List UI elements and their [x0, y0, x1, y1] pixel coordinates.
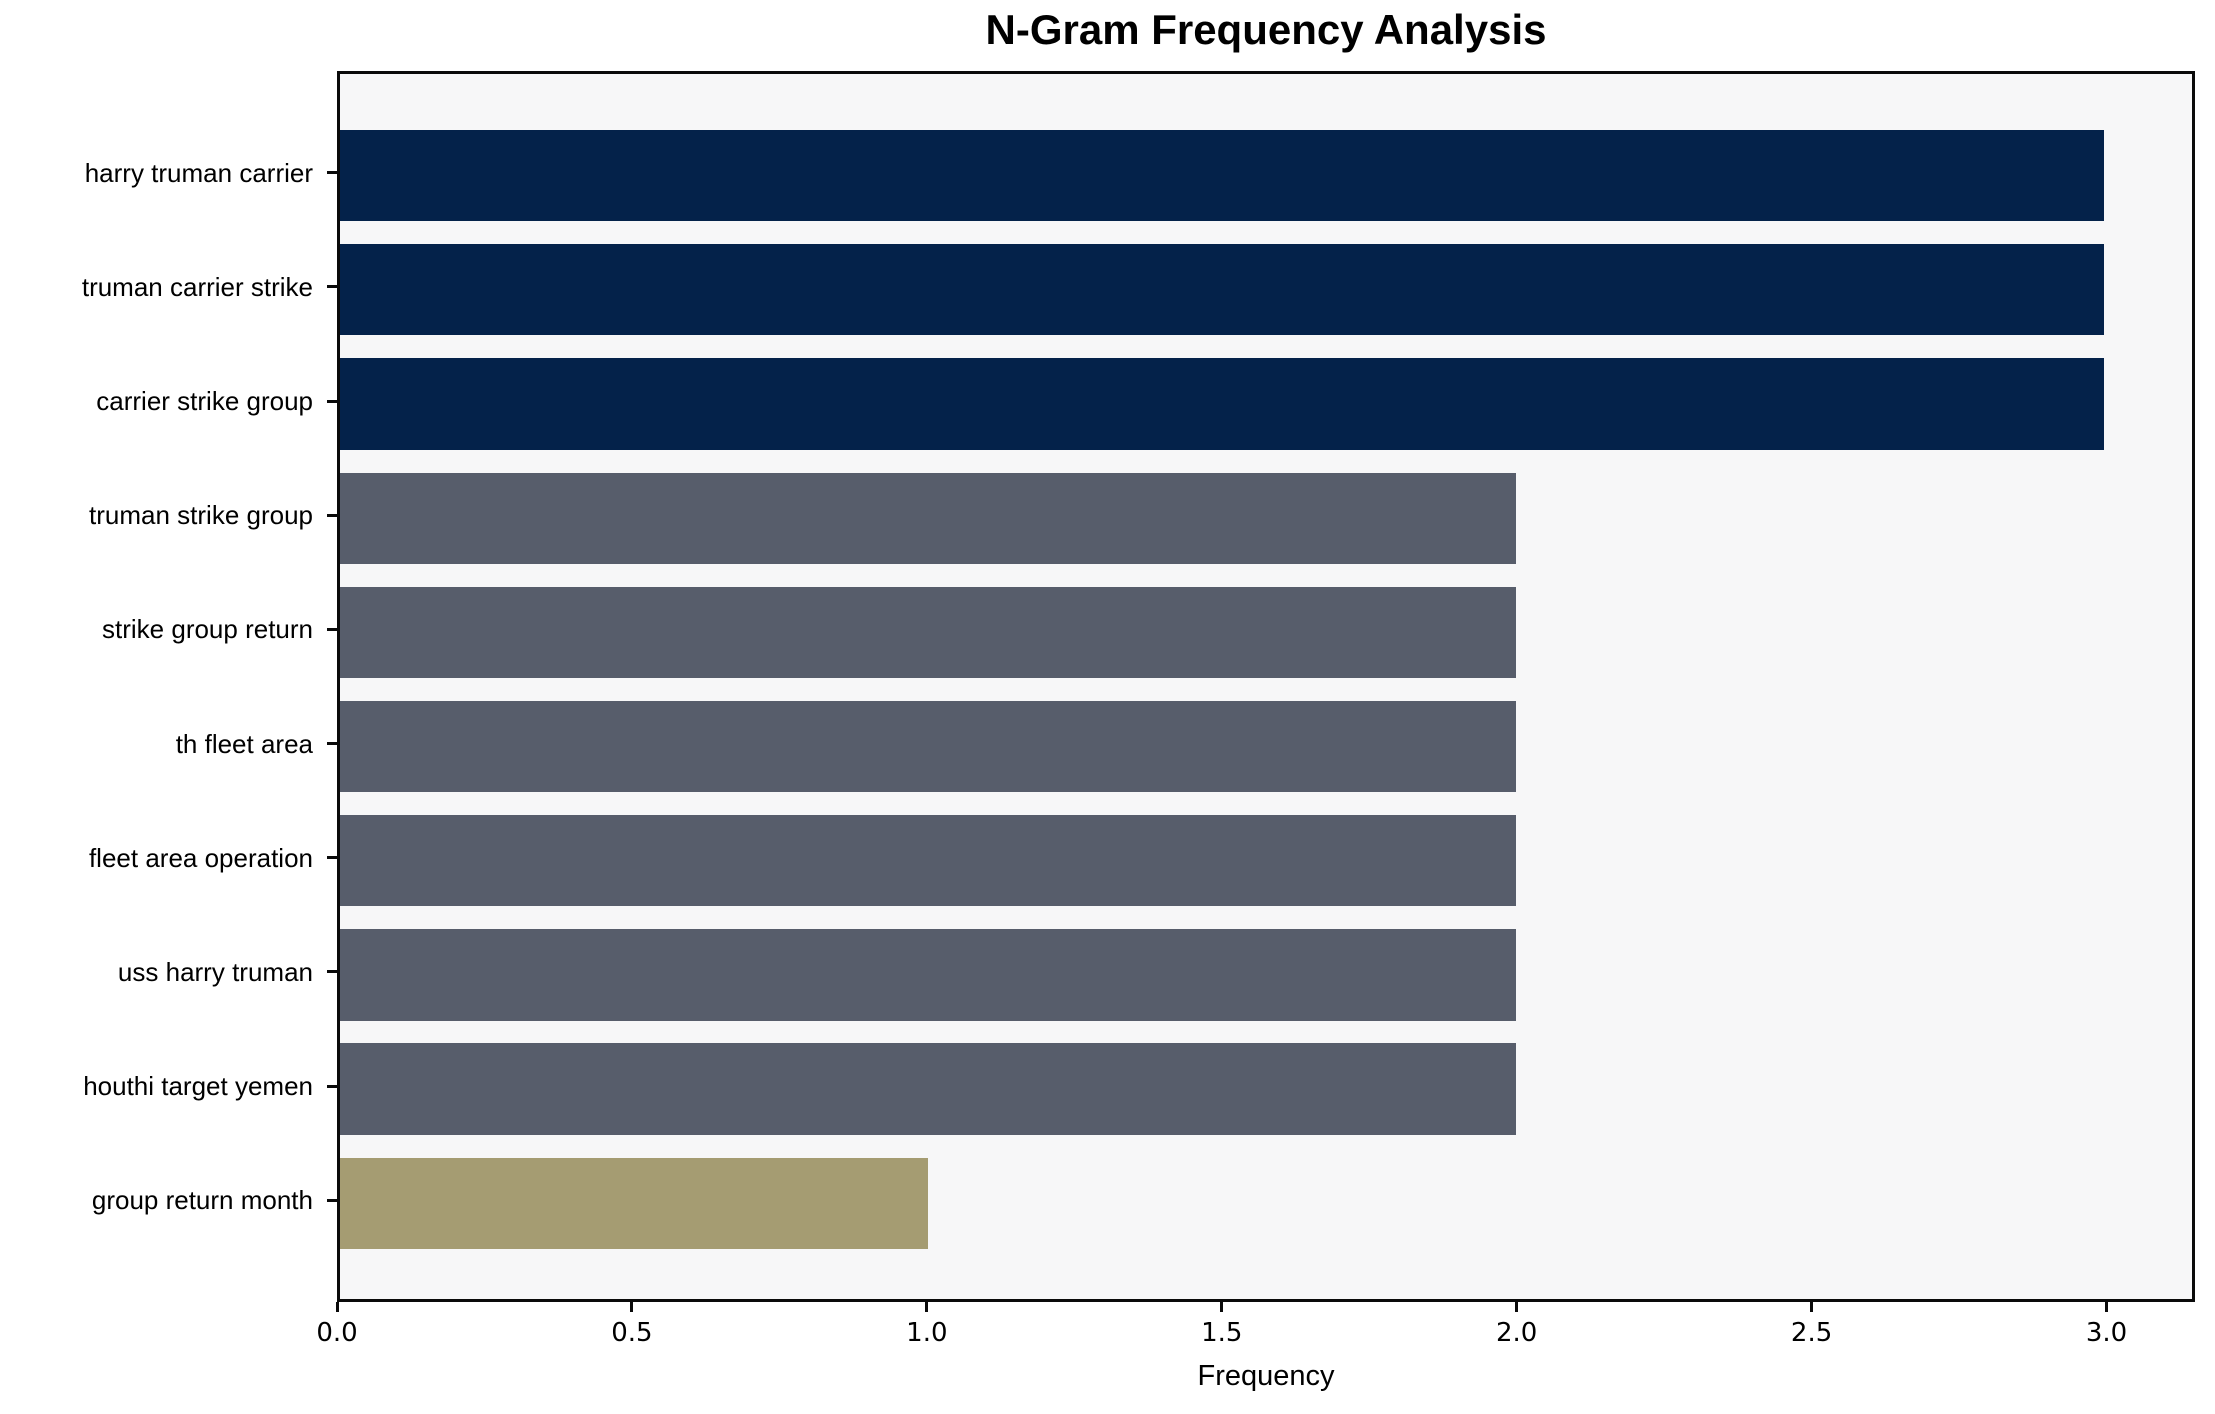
- y-tick-mark: [327, 742, 337, 746]
- y-tick-mark: [327, 627, 337, 631]
- x-tick-mark: [2105, 1302, 2109, 1312]
- y-tick-mark: [327, 1198, 337, 1202]
- x-tick-label: 2.0: [1495, 1318, 1538, 1348]
- x-tick-label: 1.5: [1201, 1318, 1243, 1348]
- y-tick-label: truman strike group: [89, 500, 313, 531]
- y-tick-mark: [327, 1084, 337, 1088]
- y-tick-label: th fleet area: [175, 728, 313, 759]
- y-tick-mark: [327, 399, 337, 403]
- x-tick-mark: [1220, 1302, 1224, 1312]
- bar-carrier-strike-group: [340, 358, 2104, 450]
- y-tick-label: houthi target yemen: [83, 1071, 313, 1102]
- y-tick-mark: [327, 970, 337, 974]
- bar-fleet-area-operation: [340, 815, 1516, 907]
- bar-harry-truman-carrier: [340, 129, 2104, 222]
- x-tick-label: 3.0: [2085, 1318, 2128, 1348]
- y-tick-label: truman carrier strike: [81, 271, 313, 302]
- y-tick-label: strike group return: [102, 614, 313, 645]
- bar-truman-carrier-strike: [340, 244, 2104, 336]
- bar-strike-group-return: [340, 586, 1516, 679]
- bar-group-return-month: [340, 1157, 928, 1250]
- x-tick-mark: [925, 1302, 929, 1312]
- y-tick-label: carrier strike group: [96, 386, 313, 417]
- y-tick-label: group return month: [91, 1185, 313, 1216]
- x-axis-title: Frequency: [1197, 1360, 1335, 1392]
- x-tick-mark: [335, 1302, 339, 1312]
- x-tick-label: 1.0: [906, 1318, 948, 1348]
- y-tick-label: uss harry truman: [117, 956, 313, 987]
- y-tick-label: harry truman carrier: [84, 157, 313, 188]
- x-tick-mark: [1810, 1302, 1814, 1312]
- x-tick-label: 0.0: [316, 1318, 358, 1348]
- y-tick-mark: [327, 171, 337, 175]
- y-tick-mark: [327, 513, 337, 517]
- x-tick-mark: [1515, 1302, 1519, 1312]
- y-tick-mark: [327, 856, 337, 860]
- chart-title: N-Gram Frequency Analysis: [985, 6, 1547, 53]
- x-tick-label: 0.5: [611, 1318, 653, 1348]
- plot-area: [337, 71, 2195, 1302]
- bar-houthi-target-yemen: [340, 1043, 1516, 1135]
- bar-uss-harry-truman: [340, 929, 1516, 1021]
- bar-th-fleet-area: [340, 700, 1516, 793]
- x-tick-label: 2.5: [1790, 1318, 1833, 1348]
- y-tick-label: fleet area operation: [88, 842, 313, 873]
- x-tick-mark: [630, 1302, 634, 1312]
- y-tick-mark: [327, 285, 337, 289]
- bar-truman-strike-group: [340, 472, 1516, 564]
